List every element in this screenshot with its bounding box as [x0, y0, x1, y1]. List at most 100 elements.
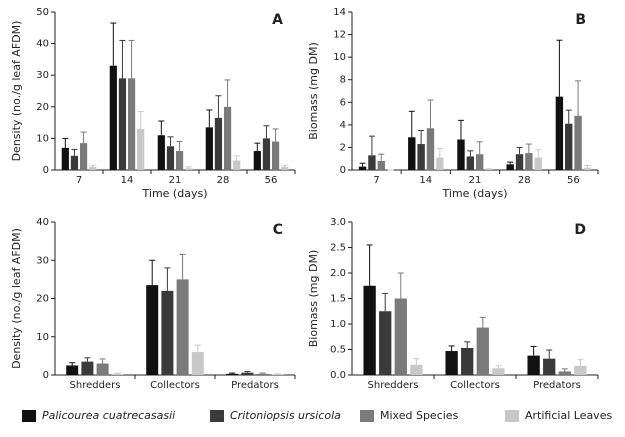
- error-bar: [229, 373, 235, 374]
- y-tick-label: 12: [333, 30, 346, 41]
- bar: [379, 311, 391, 375]
- error-bar: [177, 142, 183, 151]
- x-tick-label: Collectors: [150, 380, 200, 391]
- error-bar: [577, 360, 583, 366]
- error-bar: [244, 372, 250, 373]
- y-tick-label: 10: [333, 52, 346, 63]
- bar: [565, 124, 572, 170]
- error-bar: [158, 121, 164, 135]
- y-tick-label: 40: [36, 39, 49, 50]
- x-tick-label: Shredders: [70, 380, 121, 391]
- x-tick-label: 21: [469, 175, 482, 186]
- x-axis-label: Time (days): [442, 187, 508, 200]
- bar: [158, 135, 165, 170]
- bar: [110, 66, 117, 170]
- bar: [112, 374, 124, 375]
- bar: [476, 154, 483, 170]
- error-bar: [119, 40, 125, 78]
- y-tick-label: 1.0: [330, 319, 346, 330]
- bar: [215, 118, 222, 170]
- legend-label: Palicourea cuatrecasasii: [42, 409, 175, 422]
- bar: [233, 161, 240, 170]
- y-tick-label: 3.0: [330, 217, 346, 228]
- bar: [254, 151, 261, 170]
- bar: [359, 167, 366, 170]
- error-bar: [369, 136, 375, 155]
- error-bar: [167, 137, 173, 146]
- error-bar: [71, 149, 77, 155]
- bar: [445, 351, 457, 375]
- error-bar: [260, 373, 266, 374]
- bar: [492, 368, 504, 375]
- error-bar: [382, 293, 388, 311]
- y-tick-label: 0: [340, 165, 346, 176]
- bar: [226, 374, 238, 375]
- error-bar: [149, 260, 155, 285]
- error-bar: [526, 144, 532, 153]
- y-axis-label: Biomass (mg DM): [307, 250, 320, 348]
- error-bar: [507, 162, 513, 164]
- bar: [378, 161, 385, 170]
- error-bar: [378, 154, 384, 161]
- bar: [535, 158, 542, 170]
- error-bar: [413, 359, 419, 365]
- error-bar: [575, 81, 581, 116]
- y-tick-label: 20: [36, 102, 49, 113]
- panel-letter: D: [574, 222, 586, 238]
- panel-letter: C: [273, 222, 283, 238]
- x-tick-label: Collectors: [450, 380, 500, 391]
- legend-label: Mixed Species: [380, 409, 459, 422]
- error-bar: [584, 165, 590, 167]
- bar: [128, 78, 135, 170]
- bar: [417, 144, 424, 170]
- error-bar: [566, 110, 572, 124]
- bar: [71, 156, 78, 170]
- legend-swatch: [505, 410, 519, 422]
- panel-letter: B: [575, 12, 586, 28]
- error-bar: [273, 129, 279, 142]
- y-tick-label: 50: [36, 7, 49, 18]
- error-bar: [84, 358, 90, 362]
- bar: [263, 138, 270, 170]
- bar: [272, 142, 279, 170]
- bar: [177, 279, 189, 375]
- bar: [137, 129, 144, 170]
- y-tick-label: 30: [36, 70, 49, 81]
- error-bar: [180, 255, 186, 280]
- bar: [556, 97, 563, 170]
- error-bar: [360, 163, 366, 166]
- bar: [506, 164, 513, 170]
- panel-letter: A: [272, 12, 283, 28]
- x-tick-label: 21: [169, 175, 182, 186]
- error-bar: [90, 165, 96, 167]
- error-bar: [115, 373, 121, 374]
- x-tick-label: 14: [419, 175, 432, 186]
- error-bar: [467, 151, 473, 157]
- y-tick-label: 4: [340, 120, 346, 131]
- error-bar: [110, 23, 116, 66]
- bar: [574, 116, 581, 170]
- error-bar: [206, 110, 212, 127]
- error-bar: [409, 111, 415, 137]
- bar: [167, 146, 174, 170]
- bar: [543, 359, 555, 375]
- error-bar: [517, 147, 523, 154]
- error-bar: [164, 268, 170, 291]
- error-bar: [215, 96, 221, 118]
- error-bar: [464, 342, 470, 348]
- error-bar: [418, 131, 424, 145]
- x-tick-label: Predators: [231, 380, 279, 391]
- y-tick-label: 0: [43, 165, 49, 176]
- x-tick-label: 7: [373, 175, 379, 186]
- y-tick-label: 0: [43, 370, 49, 381]
- bar: [176, 151, 183, 170]
- bar: [192, 352, 204, 375]
- bar: [457, 140, 464, 170]
- bar: [427, 128, 434, 170]
- bar: [527, 356, 539, 375]
- bar: [477, 328, 489, 375]
- legend-swatch: [22, 410, 36, 422]
- error-bar: [69, 363, 75, 366]
- legend-label: Artificial Leaves: [525, 409, 612, 422]
